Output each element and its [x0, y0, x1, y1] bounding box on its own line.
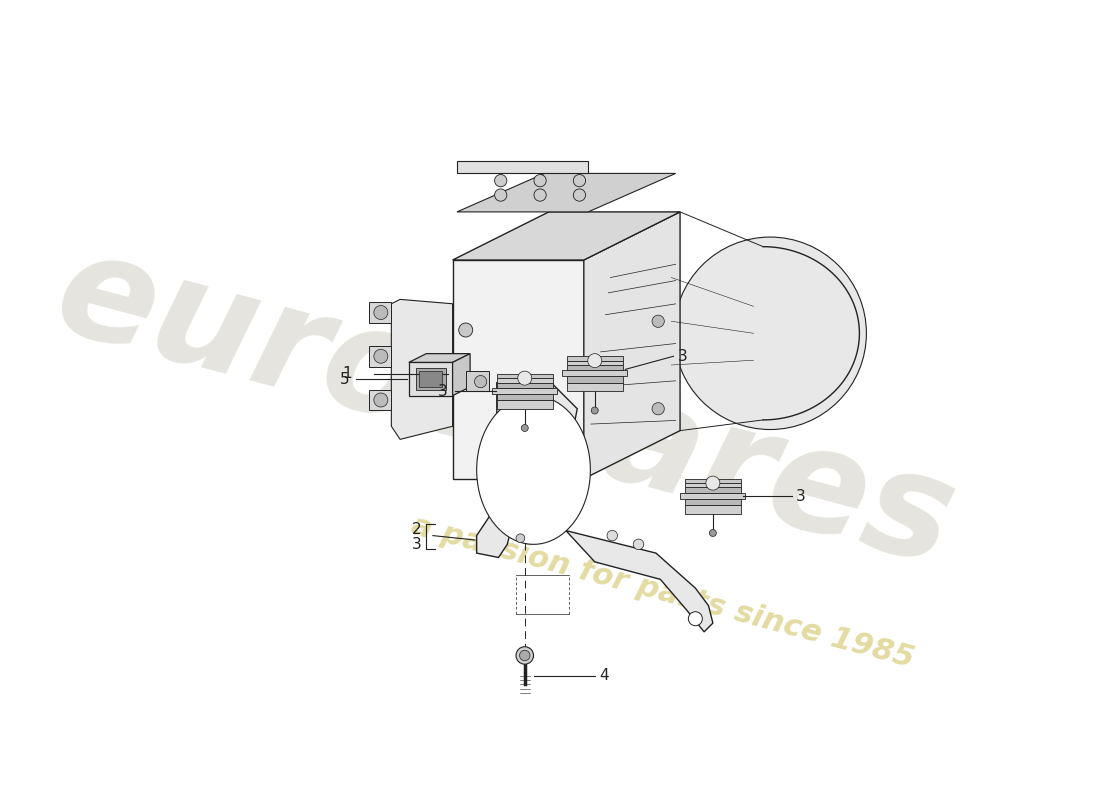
Polygon shape — [497, 374, 553, 378]
Text: eurospares: eurospares — [42, 222, 969, 596]
Polygon shape — [456, 161, 588, 174]
Circle shape — [689, 612, 703, 626]
Polygon shape — [566, 361, 623, 365]
Circle shape — [518, 371, 531, 385]
Polygon shape — [465, 371, 490, 391]
Text: 3: 3 — [678, 349, 688, 364]
Polygon shape — [452, 212, 680, 260]
Circle shape — [710, 530, 716, 537]
Circle shape — [652, 402, 664, 415]
Polygon shape — [566, 365, 623, 370]
Polygon shape — [498, 382, 534, 487]
Polygon shape — [584, 212, 680, 478]
Circle shape — [495, 189, 507, 201]
Polygon shape — [497, 382, 553, 388]
Polygon shape — [681, 493, 745, 499]
Circle shape — [607, 530, 617, 541]
Circle shape — [587, 354, 602, 368]
Text: 3: 3 — [796, 489, 805, 504]
Polygon shape — [476, 396, 591, 544]
Polygon shape — [685, 505, 741, 514]
Text: 3: 3 — [411, 537, 421, 552]
Polygon shape — [452, 260, 584, 478]
Circle shape — [495, 174, 507, 186]
Polygon shape — [566, 356, 623, 361]
Polygon shape — [476, 382, 713, 632]
Text: 3: 3 — [438, 384, 448, 398]
Circle shape — [534, 174, 547, 186]
Polygon shape — [685, 483, 741, 487]
Circle shape — [474, 375, 486, 388]
Polygon shape — [370, 302, 392, 323]
Circle shape — [674, 237, 867, 430]
Circle shape — [592, 407, 598, 414]
Circle shape — [573, 189, 585, 201]
Polygon shape — [416, 368, 446, 390]
Polygon shape — [497, 394, 553, 400]
Circle shape — [634, 539, 643, 550]
Polygon shape — [370, 390, 392, 410]
Text: a passion for parts since 1985: a passion for parts since 1985 — [408, 511, 917, 674]
Polygon shape — [419, 371, 442, 387]
Polygon shape — [456, 174, 675, 212]
Circle shape — [534, 189, 547, 201]
Circle shape — [516, 646, 534, 664]
Text: 2: 2 — [411, 522, 421, 537]
Polygon shape — [497, 400, 553, 409]
Polygon shape — [409, 354, 470, 362]
Polygon shape — [493, 388, 557, 394]
Polygon shape — [685, 499, 741, 505]
Polygon shape — [566, 376, 623, 382]
Circle shape — [519, 650, 530, 661]
Circle shape — [374, 393, 388, 407]
Circle shape — [374, 306, 388, 319]
Polygon shape — [452, 354, 470, 396]
Circle shape — [374, 350, 388, 363]
Text: 5: 5 — [340, 371, 350, 386]
Text: 4: 4 — [600, 668, 608, 683]
Polygon shape — [562, 370, 627, 376]
Circle shape — [459, 323, 473, 337]
Text: 1: 1 — [342, 366, 352, 382]
Polygon shape — [392, 299, 452, 439]
Polygon shape — [566, 382, 623, 391]
Circle shape — [509, 384, 522, 398]
Polygon shape — [370, 346, 392, 366]
Polygon shape — [685, 487, 741, 493]
Circle shape — [521, 425, 528, 431]
Polygon shape — [685, 478, 741, 483]
Circle shape — [652, 315, 664, 327]
Circle shape — [573, 174, 585, 186]
Circle shape — [706, 476, 719, 490]
Polygon shape — [497, 378, 553, 382]
Circle shape — [516, 534, 525, 542]
Polygon shape — [409, 362, 452, 396]
Circle shape — [459, 375, 473, 390]
